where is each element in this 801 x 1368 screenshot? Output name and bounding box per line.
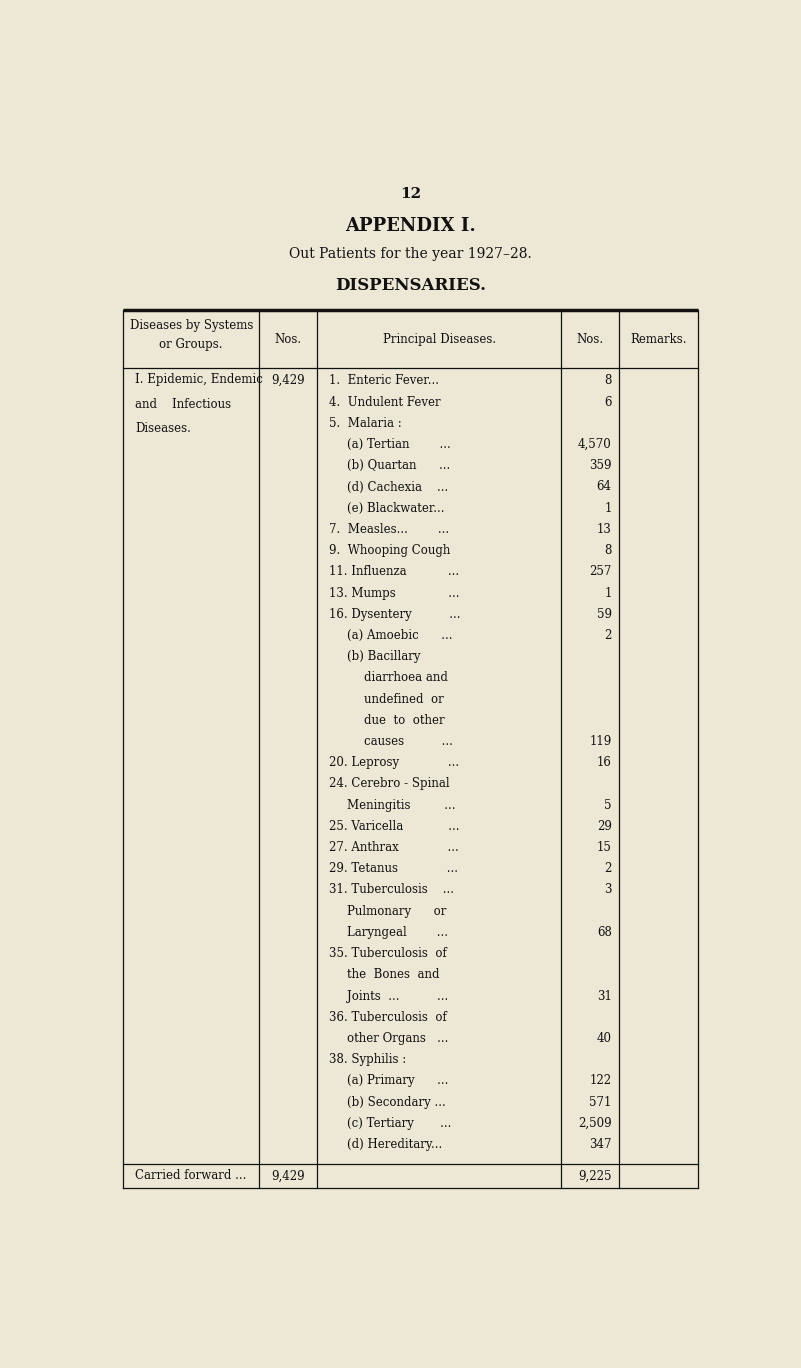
Text: (e) Blackwater...: (e) Blackwater... [347,502,444,514]
Text: 4.  Undulent Fever: 4. Undulent Fever [328,395,441,409]
Text: due  to  other: due to other [364,714,445,726]
Text: (a) Tertian        ...: (a) Tertian ... [347,438,450,451]
Text: 5: 5 [604,799,612,811]
Text: 68: 68 [597,926,612,938]
Text: 5.  Malaria :: 5. Malaria : [328,417,401,430]
Text: (b) Bacillary: (b) Bacillary [347,650,420,663]
Text: 16: 16 [597,757,612,769]
Text: diarrhoea and: diarrhoea and [364,672,448,684]
Text: Joints  ...          ...: Joints ... ... [347,989,448,1003]
Text: 9.  Whooping Cough: 9. Whooping Cough [328,544,450,557]
Text: 59: 59 [597,607,612,621]
Text: 2,509: 2,509 [578,1116,612,1130]
Text: Carried forward ...: Carried forward ... [135,1170,247,1182]
Text: 31. Tuberculosis    ...: 31. Tuberculosis ... [328,884,453,896]
Text: 122: 122 [590,1074,612,1088]
Text: DISPENSARIES.: DISPENSARIES. [335,276,486,294]
Text: 1: 1 [604,502,612,514]
Text: Diseases by Systems
or Groups.: Diseases by Systems or Groups. [130,320,253,352]
Text: (b) Secondary ...: (b) Secondary ... [347,1096,445,1108]
Text: 31: 31 [597,989,612,1003]
Text: (a) Amoebic      ...: (a) Amoebic ... [347,629,452,642]
Text: (a) Primary      ...: (a) Primary ... [347,1074,448,1088]
Text: Laryngeal        ...: Laryngeal ... [347,926,448,938]
Text: 8: 8 [604,544,612,557]
Text: 119: 119 [590,735,612,748]
Text: 16. Dysentery          ...: 16. Dysentery ... [328,607,461,621]
Text: 9,429: 9,429 [272,373,305,386]
Text: 1.  Enteric Fever...: 1. Enteric Fever... [328,375,439,387]
Text: 4,570: 4,570 [578,438,612,451]
Text: 20. Leprosy             ...: 20. Leprosy ... [328,757,459,769]
Text: 2: 2 [604,629,612,642]
Text: Meningitis         ...: Meningitis ... [347,799,455,811]
Text: 8: 8 [604,375,612,387]
Text: Pulmonary      or: Pulmonary or [347,904,446,918]
Text: Nos.: Nos. [577,332,604,346]
Text: APPENDIX I.: APPENDIX I. [345,216,476,234]
Text: 9,429: 9,429 [272,1170,305,1182]
Text: 13: 13 [597,523,612,536]
Text: 347: 347 [589,1138,612,1150]
Text: 25. Varicella            ...: 25. Varicella ... [328,819,459,833]
Text: 11. Influenza           ...: 11. Influenza ... [328,565,459,579]
Text: 38. Syphilis :: 38. Syphilis : [328,1053,406,1066]
Text: 29: 29 [597,819,612,833]
Text: 64: 64 [597,480,612,494]
Text: Remarks.: Remarks. [630,332,687,346]
Text: (b) Quartan      ...: (b) Quartan ... [347,460,450,472]
Text: undefined  or: undefined or [364,692,444,706]
Text: 2: 2 [604,862,612,876]
Text: causes          ...: causes ... [364,735,453,748]
Text: (d) Cachexia    ...: (d) Cachexia ... [347,480,448,494]
Text: the  Bones  and: the Bones and [347,969,439,981]
Text: 6: 6 [604,395,612,409]
Text: 3: 3 [604,884,612,896]
Text: 36. Tuberculosis  of: 36. Tuberculosis of [328,1011,446,1023]
Text: Diseases.: Diseases. [135,423,191,435]
Text: 15: 15 [597,841,612,854]
Text: 1: 1 [604,587,612,599]
Text: 359: 359 [589,460,612,472]
Text: Nos.: Nos. [275,332,302,346]
Text: 29. Tetanus             ...: 29. Tetanus ... [328,862,457,876]
Text: other Organs   ...: other Organs ... [347,1031,448,1045]
Text: 257: 257 [590,565,612,579]
Text: (d) Hereditary...: (d) Hereditary... [347,1138,442,1150]
Text: 27. Anthrax             ...: 27. Anthrax ... [328,841,458,854]
Text: Out Patients for the year 1927–28.: Out Patients for the year 1927–28. [289,248,532,261]
Text: Principal Diseases.: Principal Diseases. [383,332,496,346]
Text: 35. Tuberculosis  of: 35. Tuberculosis of [328,947,446,960]
Text: 40: 40 [597,1031,612,1045]
Text: 9,225: 9,225 [578,1170,612,1182]
Text: (c) Tertiary       ...: (c) Tertiary ... [347,1116,451,1130]
Text: 13. Mumps              ...: 13. Mumps ... [328,587,459,599]
Text: 7.  Measles...        ...: 7. Measles... ... [328,523,449,536]
Text: 12: 12 [400,187,421,201]
Text: 24. Cerebro - Spinal: 24. Cerebro - Spinal [328,777,449,791]
Text: and    Infectious: and Infectious [135,398,231,410]
Text: 571: 571 [590,1096,612,1108]
Text: I. Epidemic, Endemic: I. Epidemic, Endemic [135,373,263,386]
